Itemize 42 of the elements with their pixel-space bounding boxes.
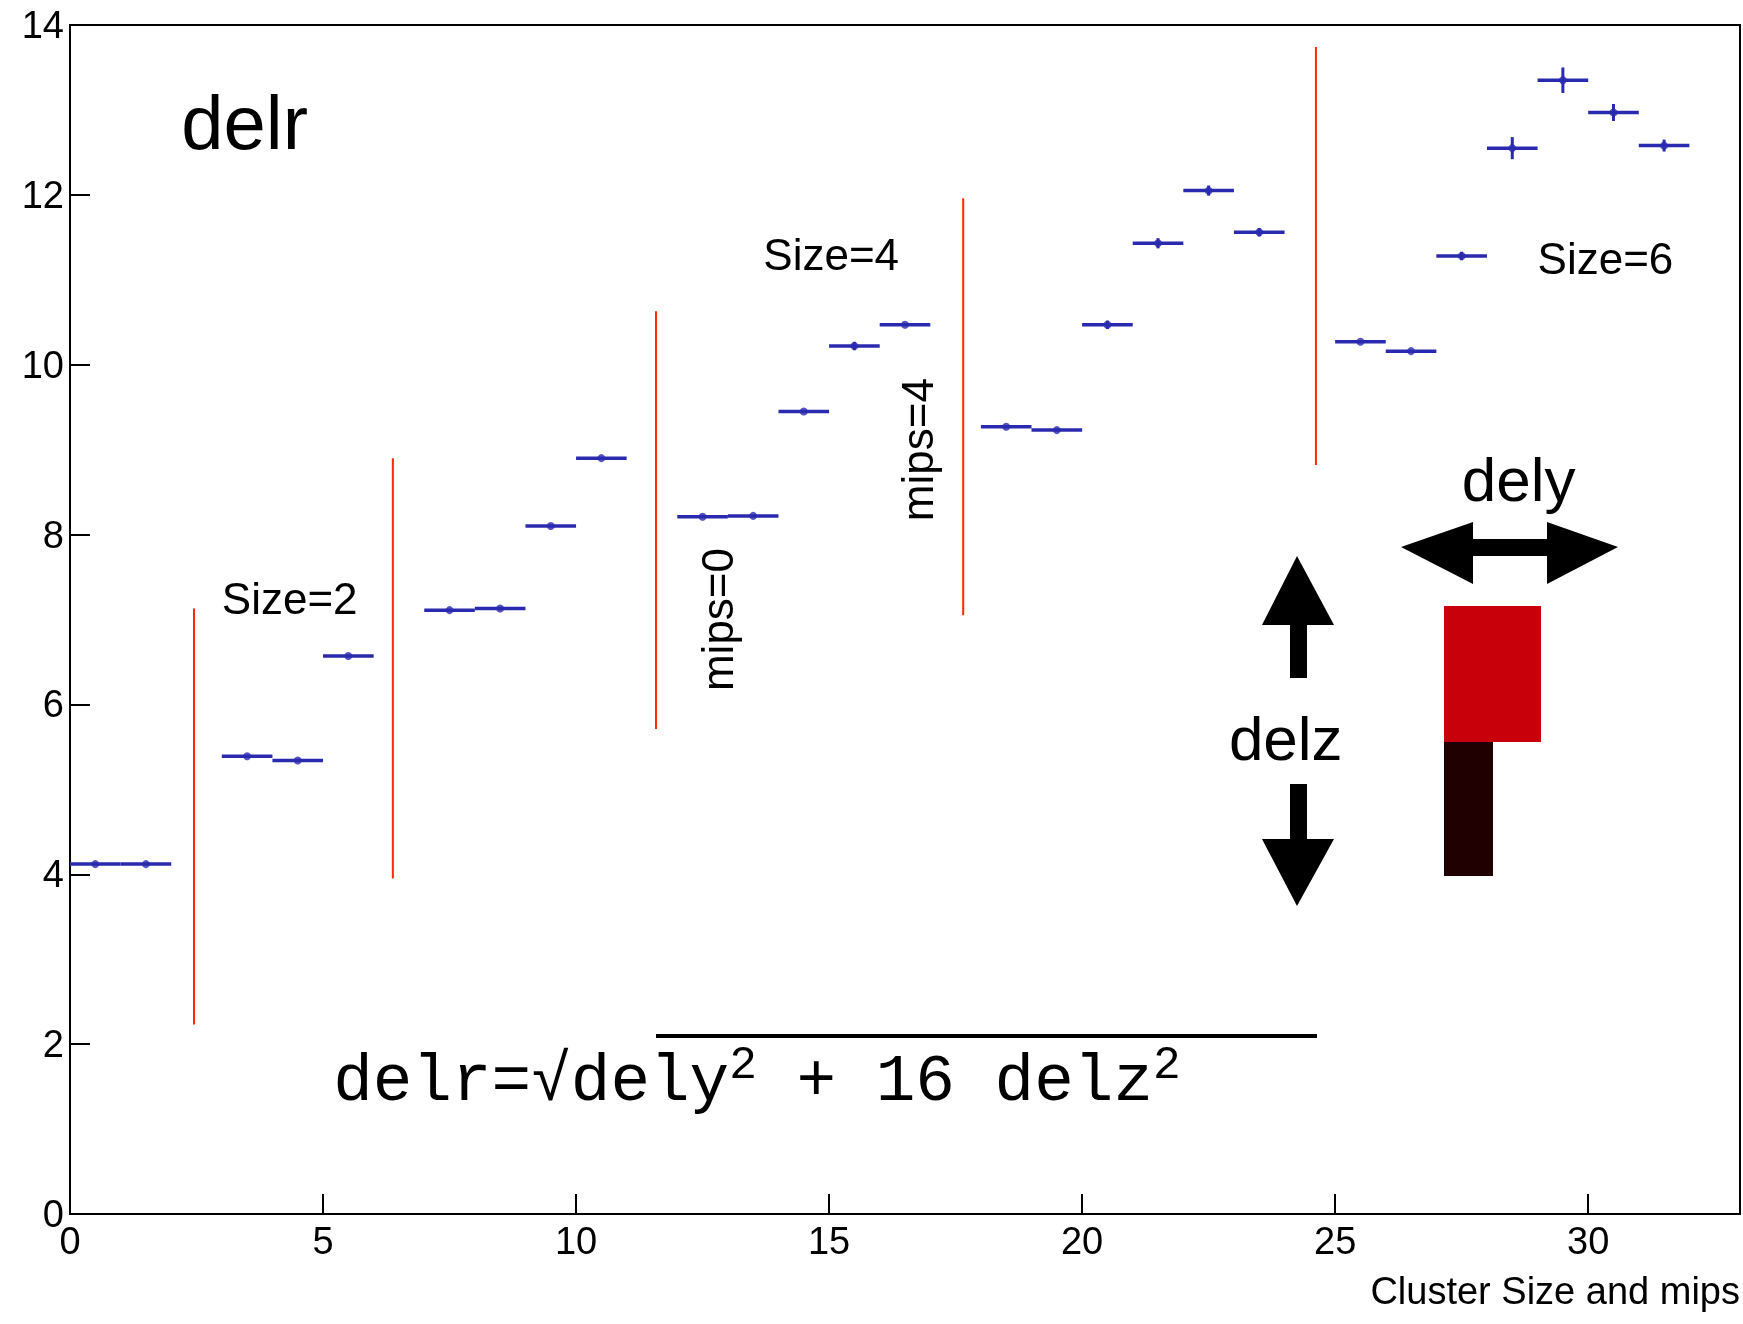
point xyxy=(1002,422,1011,431)
point xyxy=(1052,426,1061,435)
point xyxy=(799,407,808,416)
point xyxy=(1356,337,1365,346)
point xyxy=(445,606,454,615)
annotation: mips=4 xyxy=(893,378,943,522)
point xyxy=(496,604,505,613)
point xyxy=(1558,76,1567,85)
point xyxy=(1508,144,1517,153)
point xyxy=(546,522,555,531)
y-tick-label: 8 xyxy=(42,513,64,556)
annotation: dely xyxy=(1461,444,1576,514)
annotation: Size=6 xyxy=(1537,234,1674,284)
y-tick-label: 12 xyxy=(21,173,64,216)
text: delr xyxy=(181,80,309,166)
point xyxy=(243,752,252,761)
point xyxy=(1609,108,1618,117)
x-tick-label: 25 xyxy=(1314,1220,1357,1262)
point xyxy=(698,512,707,521)
annotation: Size=4 xyxy=(763,229,900,279)
y-tick-label: 10 xyxy=(21,343,64,386)
x-tick-label: 5 xyxy=(312,1220,334,1262)
x-tick-label: 30 xyxy=(1567,1220,1610,1262)
point xyxy=(91,860,100,869)
y-tick-label: 14 xyxy=(21,4,64,46)
y-tick-label: 6 xyxy=(42,683,64,726)
y-tick-label: 2 xyxy=(42,1023,64,1066)
point xyxy=(1407,347,1416,356)
point xyxy=(597,454,606,463)
point xyxy=(141,860,150,869)
annotation: delz xyxy=(1228,703,1343,773)
x-tick-label: 10 xyxy=(554,1220,598,1262)
point xyxy=(344,652,353,661)
point xyxy=(293,756,302,765)
annotation: mips=0 xyxy=(693,547,743,692)
x-tick-label: 15 xyxy=(807,1220,851,1262)
annotation: Size=2 xyxy=(221,573,358,623)
y-tick-label: 4 xyxy=(42,853,64,896)
x-tick-label: 20 xyxy=(1060,1220,1104,1262)
point xyxy=(749,511,758,520)
point xyxy=(901,320,909,329)
x-axis-title: Cluster Size and mips xyxy=(1370,1270,1740,1312)
